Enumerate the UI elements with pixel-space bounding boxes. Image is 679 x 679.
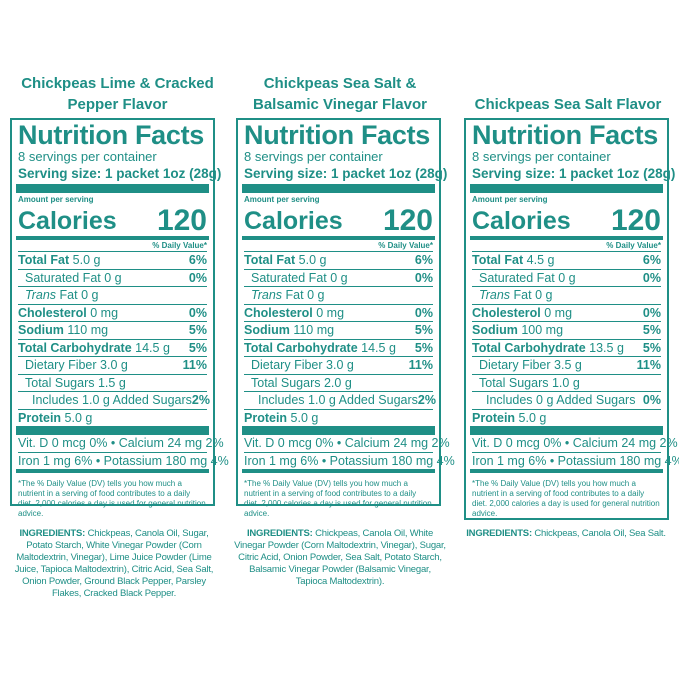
thick-divider — [242, 426, 435, 435]
trans-fat-row: Trans Fat 0 g — [18, 287, 207, 305]
amount-per-serving: Amount per serving — [244, 195, 320, 204]
medium-divider — [470, 236, 663, 240]
dietary-fiber-row: Dietary Fiber 3.5 g 11% — [472, 357, 661, 375]
trans-fat-row: Trans Fat 0 g — [472, 287, 661, 305]
dietary-fiber-row: Dietary Fiber 3.0 g 11% — [18, 357, 207, 375]
nutrition-facts-title: Nutrition Facts — [18, 120, 205, 150]
servings-per-container: 8 servings per container — [244, 149, 383, 164]
sodium-row: Sodium 110 mg 5% — [244, 322, 433, 340]
calories-row: Calories 120 — [472, 204, 661, 237]
added-sugars-row: Includes 1.0 g Added Sugars 2% — [244, 392, 436, 410]
servings-per-container: 8 servings per container — [18, 149, 157, 164]
sodium-row: Sodium 110 mg 5% — [18, 322, 207, 340]
thick-divider — [16, 184, 209, 193]
serving-size: Serving size: 1 packet 1oz (28g) — [472, 166, 676, 181]
nutrition-label-balsamic: Nutrition Facts 8 servings per container… — [236, 118, 455, 518]
sodium-row: Sodium 100 mg 5% — [472, 322, 661, 340]
daily-value-header: % Daily Value* — [244, 240, 433, 252]
daily-value-header: % Daily Value* — [472, 240, 661, 252]
nutrition-facts-title: Nutrition Facts — [244, 120, 431, 150]
vitamins-line-2: Iron 1 mg 6% • Potassium 180 mg 4% — [472, 453, 679, 468]
cholesterol-row: Cholesterol 0 mg 0% — [18, 305, 207, 322]
dietary-fiber-row: Dietary Fiber 3.0 g 11% — [244, 357, 433, 375]
total-carbohydrate-row: Total Carbohydrate 14.5 g 5% — [244, 340, 433, 357]
servings-per-container: 8 servings per container — [472, 149, 611, 164]
nutrition-label-sea-salt: Nutrition Facts 8 servings per container… — [464, 118, 679, 520]
amount-per-serving: Amount per serving — [472, 195, 548, 204]
added-sugars-row: Includes 1.0 g Added Sugars 2% — [18, 392, 210, 410]
saturated-fat-row: Saturated Fat 0 g 0% — [244, 270, 433, 287]
thick-divider — [16, 426, 209, 435]
ingredients-sea-salt: INGREDIENTS: Chickpeas, Canola Oil, Sea … — [466, 528, 666, 539]
medium-divider — [242, 469, 435, 473]
trans-fat-row: Trans Fat 0 g — [244, 287, 433, 305]
vitamins-line-2: Iron 1 mg 6% • Potassium 180 mg 4% — [18, 453, 229, 468]
nutrition-facts-title: Nutrition Facts — [472, 120, 659, 150]
ingredients-balsamic: INGREDIENTS: Chickpeas, Canola Oil, Whit… — [234, 528, 446, 587]
flavor-title-sea-salt: Chickpeas Sea Salt Flavor — [474, 96, 662, 113]
thick-divider — [242, 184, 435, 193]
medium-divider — [16, 469, 209, 473]
serving-size: Serving size: 1 packet 1oz (28g) — [244, 166, 448, 181]
saturated-fat-row: Saturated Fat 0 g 0% — [18, 270, 207, 287]
medium-divider — [16, 236, 209, 240]
vitamins-line-1: Vit. D 0 mcg 0% • Calcium 24 mg 2% — [244, 435, 450, 453]
protein-row: Protein 5.0 g — [472, 410, 547, 425]
daily-value-footnote: *The % Daily Value (DV) tells you how mu… — [472, 479, 660, 518]
daily-value-footnote: *The % Daily Value (DV) tells you how mu… — [18, 479, 206, 518]
vitamins-line-2: Iron 1 mg 6% • Potassium 180 mg 4% — [244, 453, 455, 468]
daily-value-footnote: *The % Daily Value (DV) tells you how mu… — [244, 479, 432, 518]
thick-divider — [470, 184, 663, 193]
medium-divider — [242, 236, 435, 240]
vitamins-line-1: Vit. D 0 mcg 0% • Calcium 24 mg 2% — [18, 435, 224, 453]
calories-row: Calories 120 — [244, 204, 433, 237]
cholesterol-row: Cholesterol 0 mg 0% — [472, 305, 661, 322]
added-sugars-row: Includes 0 g Added Sugars 0% — [472, 392, 661, 410]
total-fat-row: Total Fat 4.5 g 6% — [472, 252, 661, 270]
total-sugars-row: Total Sugars 2.0 g — [244, 375, 433, 392]
nutrition-label-lime: Nutrition Facts 8 servings per container… — [10, 118, 229, 518]
serving-size: Serving size: 1 packet 1oz (28g) — [18, 166, 222, 181]
flavor-title-lime: Chickpeas Lime & Cracked Pepper Flavor — [21, 75, 214, 113]
calories-row: Calories 120 — [18, 204, 207, 237]
medium-divider — [470, 469, 663, 473]
total-carbohydrate-row: Total Carbohydrate 13.5 g 5% — [472, 340, 661, 357]
ingredients-lime: INGREDIENTS: Chickpeas, Canola Oil, Suga… — [14, 528, 214, 599]
vitamins-line-1: Vit. D 0 mcg 0% • Calcium 24 mg 2% — [472, 435, 678, 453]
total-fat-row: Total Fat 5.0 g 6% — [244, 252, 433, 270]
daily-value-header: % Daily Value* — [18, 240, 207, 252]
protein-row: Protein 5.0 g — [244, 410, 319, 425]
cholesterol-row: Cholesterol 0 mg 0% — [244, 305, 433, 322]
flavor-title-balsamic: Chickpeas Sea Salt & Balsamic Vinegar Fl… — [253, 75, 427, 113]
total-sugars-row: Total Sugars 1.5 g — [18, 375, 207, 392]
total-sugars-row: Total Sugars 1.0 g — [472, 375, 661, 392]
protein-row: Protein 5.0 g — [18, 410, 93, 425]
saturated-fat-row: Saturated Fat 0 g 0% — [472, 270, 661, 287]
total-fat-row: Total Fat 5.0 g 6% — [18, 252, 207, 270]
total-carbohydrate-row: Total Carbohydrate 14.5 g 5% — [18, 340, 207, 357]
amount-per-serving: Amount per serving — [18, 195, 94, 204]
thick-divider — [470, 426, 663, 435]
